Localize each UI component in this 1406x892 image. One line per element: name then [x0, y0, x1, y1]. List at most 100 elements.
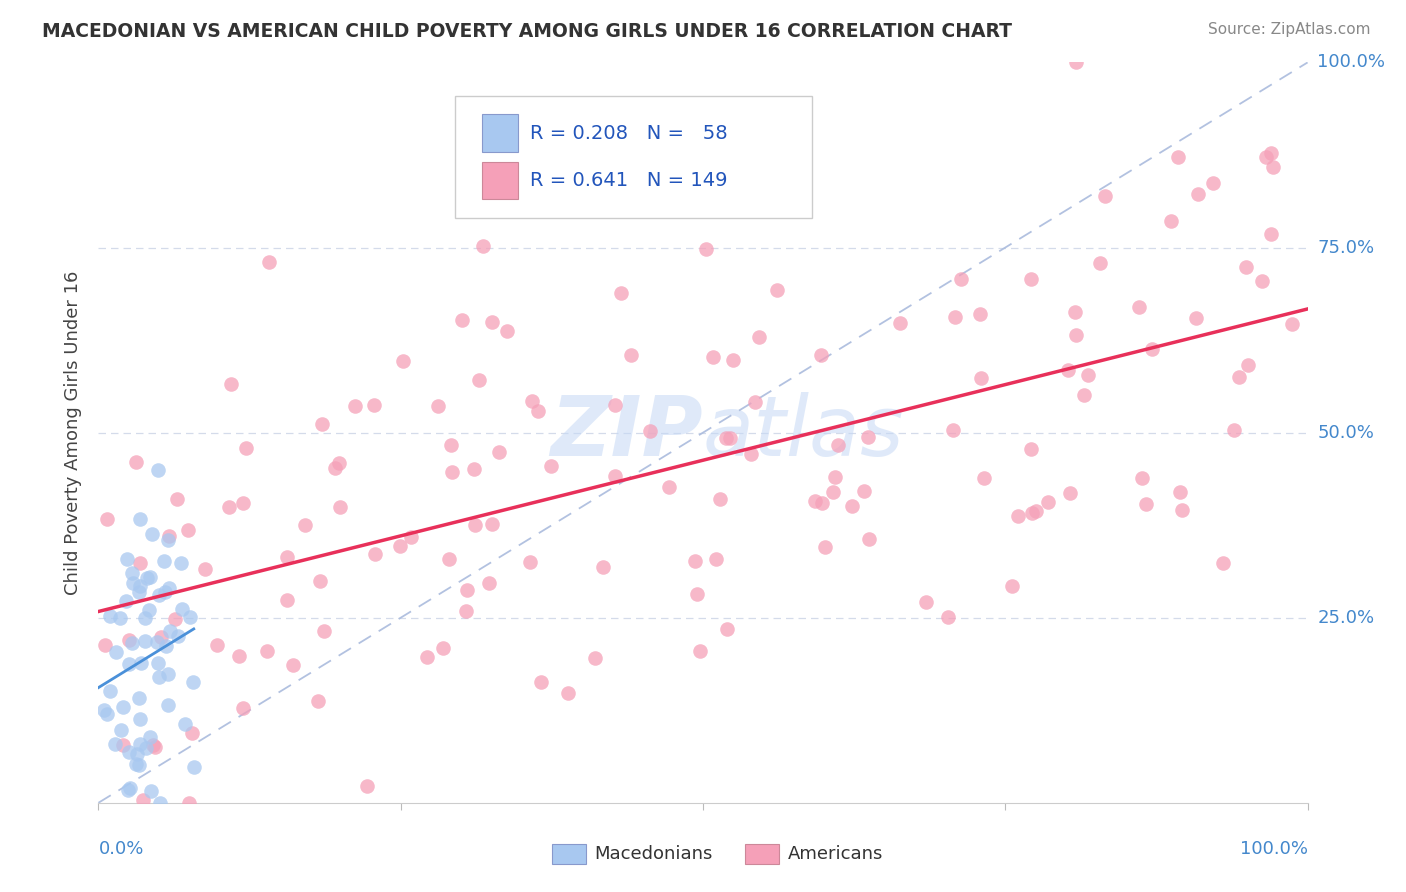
Point	[1187, 186, 1209, 201]
Point	[814, 540, 837, 554]
Point	[481, 517, 503, 532]
Point	[110, 723, 132, 738]
Point	[125, 756, 148, 771]
Point	[456, 583, 478, 598]
Point	[440, 466, 463, 480]
Point	[128, 579, 150, 593]
Point	[583, 651, 606, 665]
Point	[309, 574, 332, 588]
Point	[488, 445, 510, 459]
Point	[1059, 486, 1081, 500]
Point	[766, 283, 789, 297]
Point	[942, 423, 965, 437]
Point	[471, 239, 494, 253]
Point	[177, 796, 200, 810]
Point	[638, 425, 661, 439]
Point	[1263, 160, 1285, 174]
Point	[117, 657, 139, 671]
Point	[1057, 363, 1080, 377]
Point	[104, 737, 127, 751]
Point	[344, 400, 367, 414]
Point	[135, 741, 157, 756]
Bar	[482, 114, 517, 152]
Point	[117, 782, 139, 797]
Point	[1073, 388, 1095, 402]
Point	[177, 523, 200, 537]
Point	[1251, 274, 1274, 288]
Point	[841, 500, 863, 514]
Point	[307, 694, 329, 708]
Bar	[551, 844, 586, 864]
Point	[720, 431, 742, 445]
Point	[194, 562, 217, 576]
Point	[94, 638, 117, 652]
Point	[166, 492, 188, 507]
Point	[118, 781, 141, 796]
Point	[142, 738, 165, 752]
Point	[364, 547, 387, 561]
Point	[111, 699, 134, 714]
Point	[686, 587, 709, 601]
Bar	[482, 161, 517, 199]
Text: 100.0%: 100.0%	[1240, 840, 1308, 858]
Point	[128, 512, 150, 526]
Point	[129, 737, 152, 751]
Point	[1254, 150, 1277, 164]
Point	[96, 511, 118, 525]
Point	[218, 500, 240, 514]
Point	[169, 556, 191, 570]
Point	[1128, 300, 1150, 314]
Point	[620, 348, 643, 362]
Point	[432, 640, 454, 655]
Point	[143, 740, 166, 755]
Point	[205, 638, 228, 652]
Text: 75.0%: 75.0%	[1317, 238, 1375, 257]
Point	[1260, 227, 1282, 241]
Text: 50.0%: 50.0%	[1317, 424, 1374, 442]
Point	[141, 783, 163, 797]
Point	[311, 417, 333, 431]
Point	[689, 643, 711, 657]
Point	[329, 500, 352, 515]
Point	[257, 255, 280, 269]
Point	[388, 539, 411, 553]
Point	[810, 347, 832, 361]
Point	[803, 494, 825, 508]
Point	[294, 518, 316, 533]
Point	[1223, 423, 1246, 437]
Point	[392, 353, 415, 368]
Point	[1234, 260, 1257, 274]
Point	[658, 480, 681, 494]
Point	[129, 556, 152, 570]
Point	[363, 398, 385, 412]
Point	[467, 373, 489, 387]
Text: R = 0.208   N =   58: R = 0.208 N = 58	[530, 124, 728, 143]
Point	[134, 610, 156, 624]
Text: Source: ZipAtlas.com: Source: ZipAtlas.com	[1208, 22, 1371, 37]
Point	[943, 310, 966, 324]
Point	[481, 315, 503, 329]
Point	[276, 549, 298, 564]
Point	[721, 353, 744, 368]
Point	[427, 399, 450, 413]
Point	[105, 644, 128, 658]
Point	[685, 554, 707, 568]
Point	[96, 706, 118, 721]
Point	[145, 635, 167, 649]
Point	[1019, 272, 1042, 286]
Point	[949, 271, 972, 285]
Point	[232, 701, 254, 715]
Text: Americans: Americans	[787, 845, 883, 863]
Point	[1260, 145, 1282, 160]
Point	[1135, 498, 1157, 512]
Text: ZIP: ZIP	[550, 392, 703, 473]
Point	[415, 650, 437, 665]
Point	[146, 656, 169, 670]
Point	[139, 570, 162, 584]
Point	[312, 624, 335, 638]
Y-axis label: Child Poverty Among Girls Under 16: Child Poverty Among Girls Under 16	[63, 270, 82, 595]
Point	[744, 395, 766, 409]
Point	[1140, 342, 1163, 356]
Point	[1036, 495, 1059, 509]
Point	[139, 731, 162, 745]
